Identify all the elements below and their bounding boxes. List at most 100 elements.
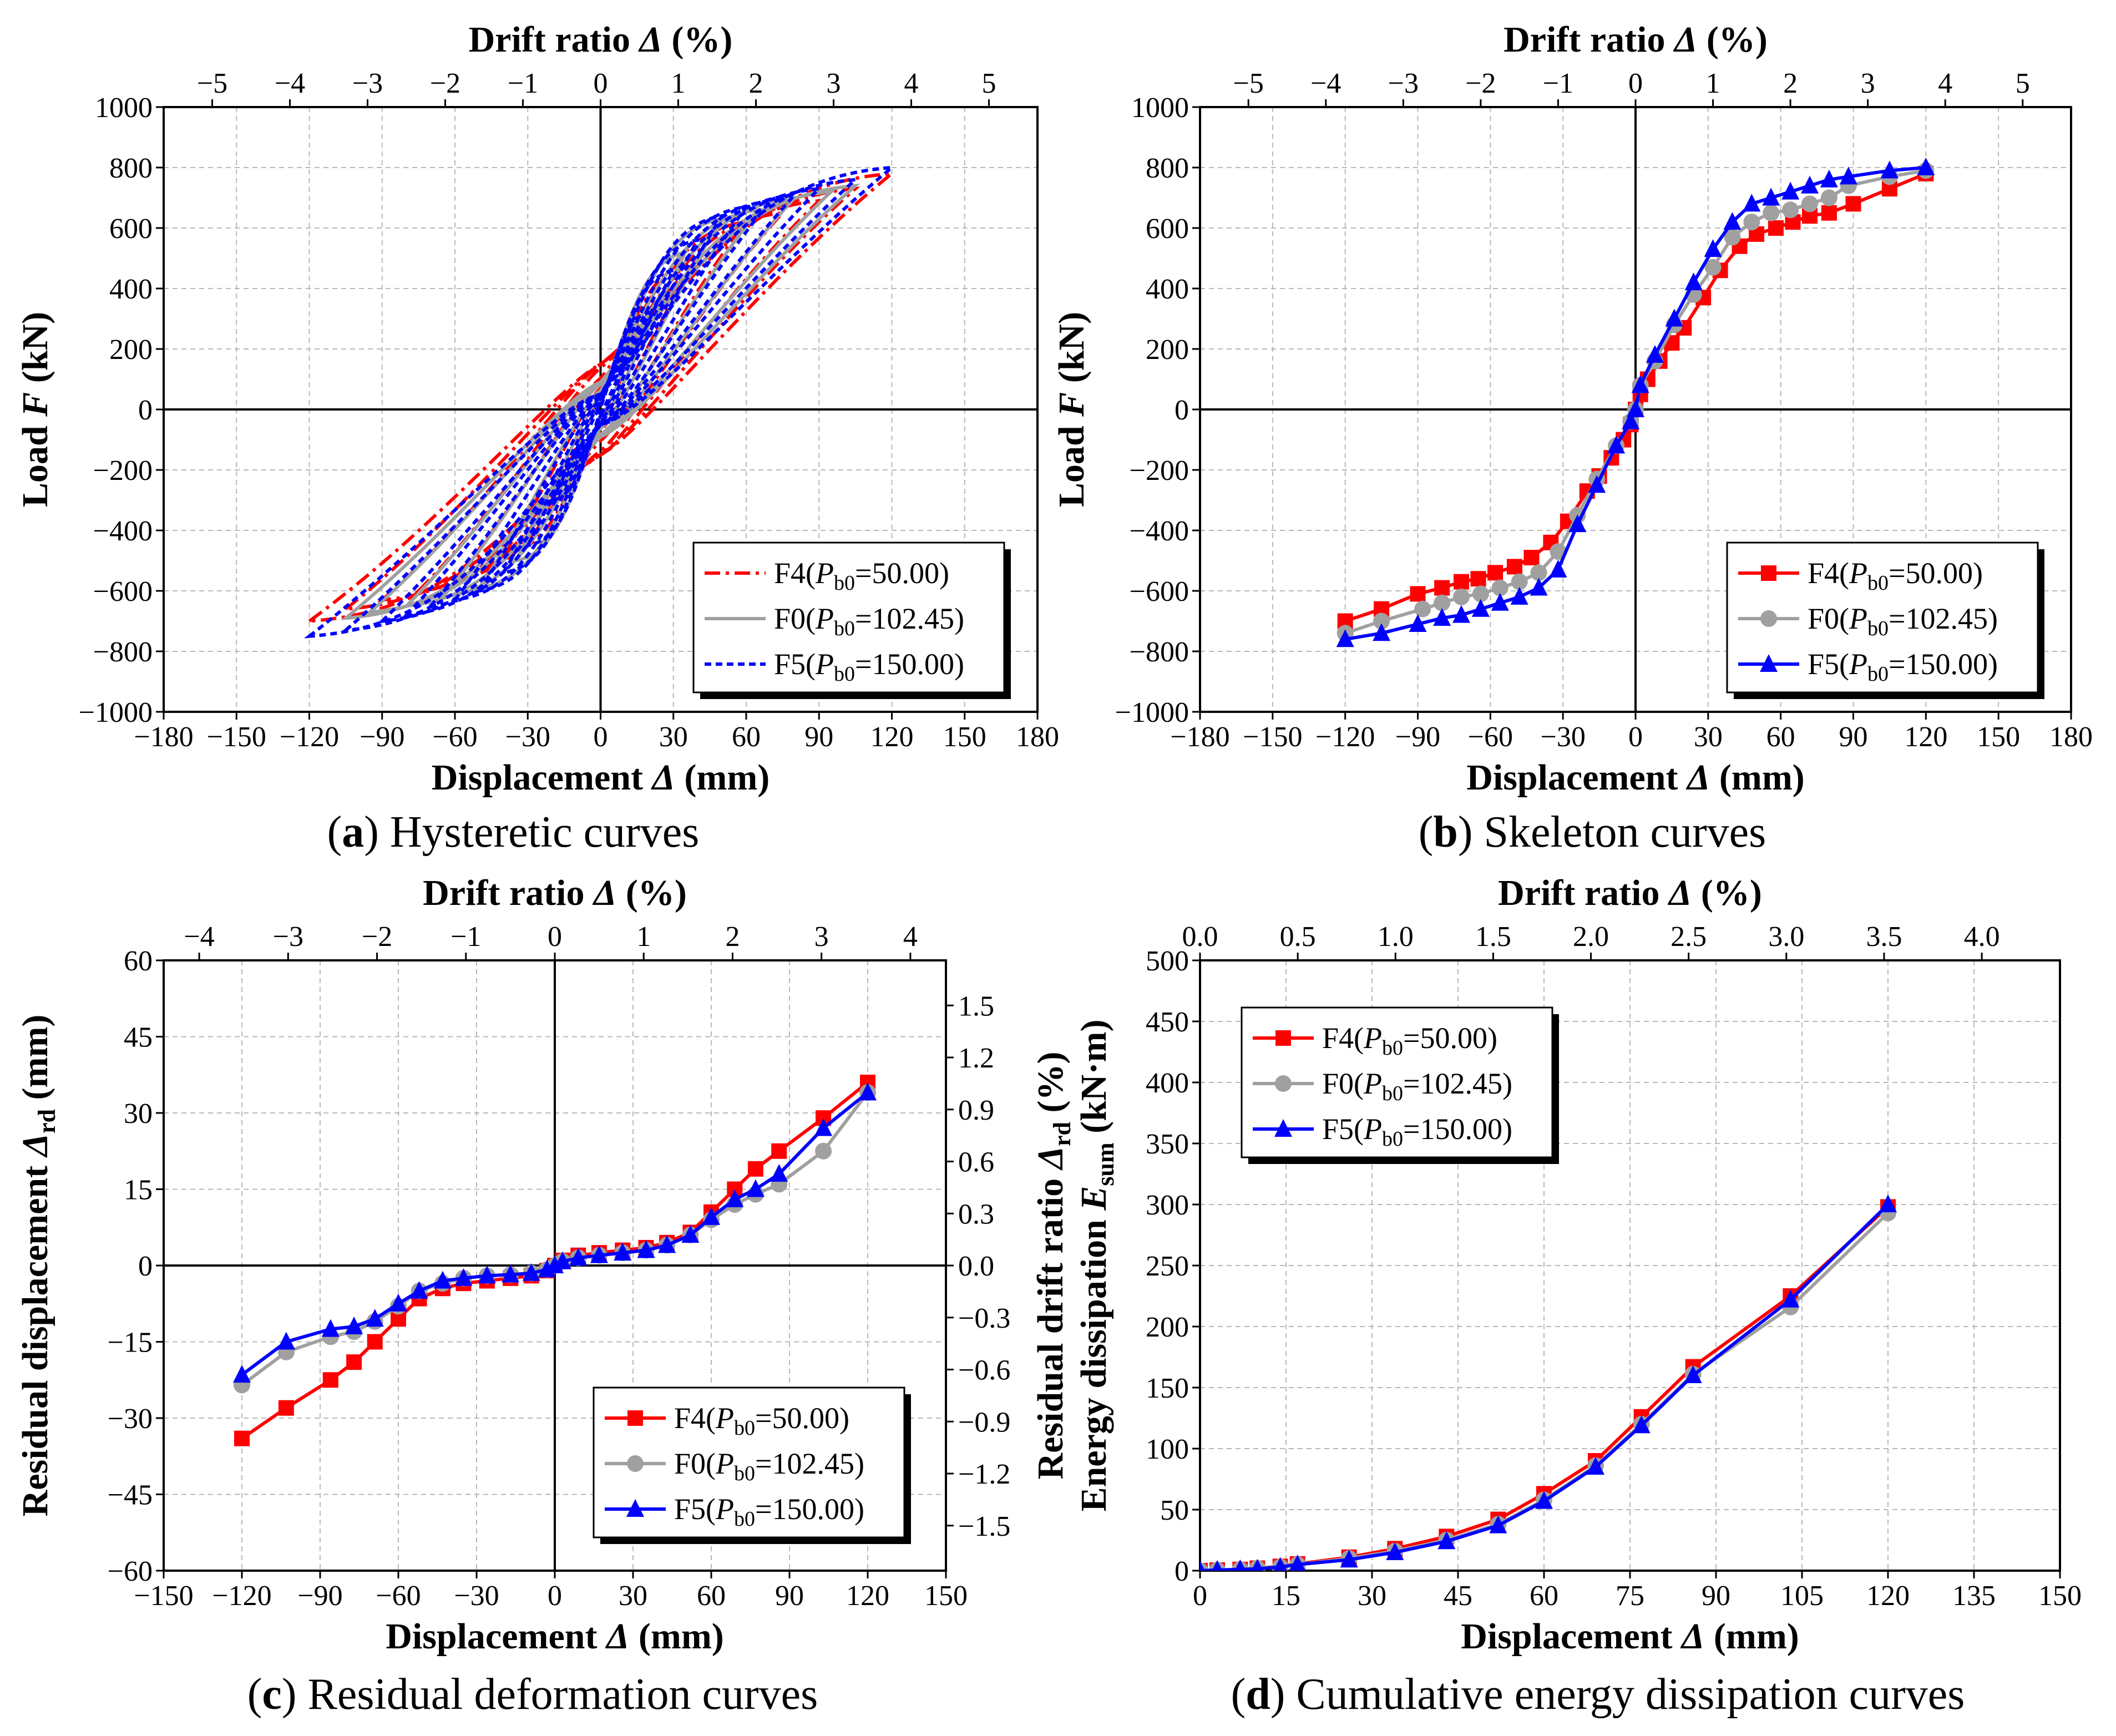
- legend-marker: [627, 1410, 643, 1426]
- y-axis-title: Energy dissipation Esum (kN·m): [1074, 1020, 1119, 1512]
- data-point: [433, 1271, 452, 1289]
- x2-tick-label: 4: [904, 68, 919, 99]
- x2-tick-label: 0: [548, 921, 562, 953]
- x2-tick-label: 2: [749, 68, 763, 99]
- x2-tick-label: −3: [1388, 68, 1419, 99]
- y-axis-title-text: Energy dissipation: [1074, 1211, 1114, 1512]
- y-tick-label: 400: [1146, 274, 1189, 305]
- x2-axis-title: Drift ratio Δ (%): [1504, 19, 1768, 60]
- data-point: [1845, 196, 1861, 212]
- data-point: [233, 1365, 251, 1383]
- x-axis-title-text: Displacement: [1466, 757, 1687, 798]
- caption-text: ) Residual deformation curves: [282, 1670, 818, 1719]
- data-point: [1453, 588, 1470, 605]
- legend-subscript: b0: [734, 1507, 755, 1531]
- x2-axis-title-symbol: Δ: [1673, 19, 1697, 60]
- data-point: [1373, 613, 1390, 630]
- y-tick-label: −200: [93, 455, 153, 487]
- x-tick-label: −150: [134, 1580, 193, 1612]
- legend-item-F5: F5(Pb0=150.00): [605, 1492, 864, 1531]
- x2-tick-label: 0: [1628, 68, 1643, 99]
- y-tick-label: 400: [109, 274, 153, 305]
- data-point: [1632, 1415, 1651, 1434]
- x-tick-label: 0: [594, 721, 608, 753]
- y-axis-title-symbol: Δ: [15, 1133, 55, 1158]
- data-point: [815, 1142, 832, 1160]
- x-axis-title: Displacement Δ (mm): [386, 1616, 724, 1657]
- x2-tick-label: −3: [352, 68, 383, 99]
- x-tick-label: 180: [2049, 721, 2093, 753]
- data-point: [1781, 181, 1800, 200]
- x2-tick-label: −2: [430, 68, 460, 99]
- y-tick-label: 1000: [1131, 92, 1189, 124]
- x-axis-title-unit: (mm): [1704, 1616, 1799, 1657]
- caption-text: (: [1419, 808, 1434, 857]
- y-tick-label: 250: [1146, 1251, 1189, 1282]
- data-point: [1587, 1457, 1604, 1475]
- x2-axis-title-text: Drift ratio: [1504, 19, 1674, 60]
- x-axis-title-unit: (mm): [675, 757, 770, 798]
- caption-panel-letter: a: [342, 808, 364, 857]
- x-tick-label: 120: [870, 721, 914, 753]
- data-point: [1200, 1561, 1205, 1571]
- x2-tick-label: 2.0: [1573, 921, 1609, 953]
- y-axis-title: Load F (kN): [1051, 312, 1092, 507]
- chart-panel-a: −180 −150 −120 −90 −60 −30 0 30 60 90 120 150 180−5−…: [15, 19, 1059, 857]
- y-tick-label: 30: [124, 1098, 153, 1130]
- y-tick-label: −30: [108, 1403, 153, 1435]
- data-point: [1724, 229, 1741, 246]
- data-point: [1273, 1557, 1287, 1571]
- legend-subscript: b0: [1867, 617, 1889, 640]
- data-point: [346, 1354, 362, 1370]
- y2-tick-label: −0.3: [958, 1303, 1010, 1334]
- y-tick-label: 800: [109, 153, 153, 184]
- chart-panel-c: −150 −120 −90 −60 −30 0 30 60 90 120 150−4 −3 −2 −1 0 1…: [15, 873, 1076, 1719]
- y-axis-title-unit: (kN·m): [1074, 1020, 1114, 1143]
- x-tick-label: −60: [376, 1580, 421, 1612]
- legend-series: F4(: [1322, 1021, 1364, 1055]
- data-point: [1801, 195, 1818, 212]
- panel-caption: (c) Residual deformation curves: [247, 1670, 818, 1719]
- legend-marker: [627, 1455, 644, 1472]
- data-point: [410, 1281, 428, 1299]
- x-axis-title-symbol: Δ: [1685, 757, 1710, 798]
- data-point: [1452, 605, 1470, 623]
- data-point: [747, 1161, 763, 1177]
- data-point: [478, 1266, 496, 1284]
- legend-value: =102.45): [855, 602, 964, 635]
- data-point: [1471, 599, 1490, 617]
- series-F5: [1336, 158, 1935, 647]
- y-axis-title-text: Load: [15, 417, 55, 507]
- data-point: [322, 1372, 338, 1388]
- legend-subscript: b0: [1867, 662, 1889, 686]
- data-point: [771, 1143, 787, 1159]
- data-point: [1743, 194, 1761, 212]
- data-point: [502, 1264, 520, 1283]
- y-tick-label: −1000: [79, 697, 153, 728]
- y-tick-label: 350: [1146, 1128, 1189, 1160]
- data-point: [814, 1118, 833, 1136]
- y-tick-label: −400: [93, 515, 153, 547]
- legend-series: F4(: [674, 1401, 716, 1435]
- data-point: [1768, 220, 1784, 236]
- x2-tick-label: 3: [1861, 68, 1875, 99]
- legend-value: =50.00): [1403, 1021, 1497, 1055]
- y-tick-label: −600: [93, 576, 153, 608]
- x2-axis-title-unit: (%): [1692, 873, 1761, 913]
- tick-marks: [156, 99, 1039, 720]
- data-point: [1917, 158, 1935, 175]
- x-tick-label: 60: [1766, 721, 1795, 753]
- data-point: [637, 1240, 655, 1258]
- data-point: [1506, 559, 1522, 575]
- data-point: [1487, 565, 1504, 581]
- legend-symbol: P: [1849, 556, 1867, 590]
- x-axis-title-symbol: Δ: [605, 1616, 629, 1657]
- x2-tick-label: 3.5: [1866, 921, 1902, 953]
- hysteresis-loop: [341, 178, 860, 632]
- legend-symbol: P: [715, 1401, 734, 1435]
- data-point: [1684, 272, 1703, 291]
- data-point: [1470, 571, 1486, 587]
- data-point: [1763, 204, 1780, 221]
- x2-tick-label: 0.0: [1182, 921, 1218, 953]
- data-point: [1762, 188, 1780, 206]
